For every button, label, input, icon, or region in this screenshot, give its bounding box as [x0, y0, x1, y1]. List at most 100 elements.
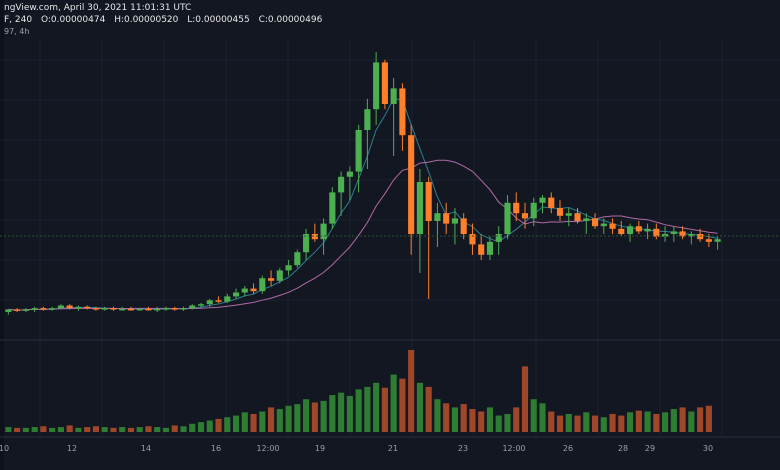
x-tick-label: 12:00 [502, 444, 525, 453]
volume-bar [294, 404, 301, 432]
candle-body [49, 308, 56, 310]
candle-body [215, 300, 222, 302]
ma-slow-line [8, 159, 718, 311]
volume-bar [478, 411, 485, 432]
volume-bar [635, 410, 642, 432]
volume-bar [355, 389, 362, 432]
volume-bar [329, 395, 336, 432]
candle-body [224, 296, 231, 302]
volume-bar [679, 407, 686, 432]
candle-body [206, 300, 213, 305]
volume-bar [688, 411, 695, 432]
candle-body [171, 308, 178, 310]
candle-body [583, 218, 590, 221]
x-axis-ticks: 10 12 14 16 12:00 19 21 23 12:00 26 28 29 30 [0, 444, 713, 453]
candle-body [408, 135, 415, 234]
candle-body [346, 171, 353, 177]
volume-bar [171, 425, 178, 432]
candlesticks [5, 52, 721, 315]
candle-body [92, 308, 100, 310]
volume-bar [486, 407, 494, 432]
candle-body [110, 308, 117, 310]
volume-bar [119, 427, 126, 432]
volume-bar [162, 427, 170, 432]
volume-bar [259, 411, 266, 432]
x-tick-label: 16 [211, 444, 221, 453]
volume-bar [57, 427, 64, 432]
volume-bar [583, 412, 590, 432]
volume-bar [320, 400, 327, 432]
volume-bar [101, 427, 108, 432]
close-value: C:0.00000496 [258, 15, 323, 25]
candle-body [399, 88, 406, 136]
candle-body [530, 202, 537, 219]
candle-body [373, 62, 380, 110]
candle-body [591, 218, 599, 227]
candle-body [22, 309, 29, 311]
indicator-line: 97, 4h [4, 27, 30, 36]
volume-bar [451, 407, 459, 432]
candle-body [267, 278, 275, 281]
candle-body [329, 192, 336, 224]
candle-body [618, 228, 625, 234]
candle-body [5, 309, 12, 312]
volume-bar [399, 378, 406, 432]
x-tick-label: 26 [563, 444, 573, 453]
volume-bar [556, 415, 564, 432]
candle-body [311, 234, 318, 240]
volume-bar [338, 392, 345, 432]
candle-body [556, 208, 564, 216]
volume-bar [31, 427, 38, 432]
candle-body [381, 62, 388, 104]
volume-bar [513, 407, 520, 432]
volume-bar [154, 427, 161, 432]
candle-body [320, 223, 327, 240]
volume-bar [565, 413, 572, 432]
source-line: ngView.com, April 30, 2021 11:01:31 UTC [4, 3, 192, 13]
high-value: H:0.00000520 [114, 15, 179, 25]
candle-body [548, 197, 555, 208]
volume-bar [346, 395, 353, 432]
candle-body [434, 213, 441, 221]
volume-bar [434, 399, 441, 432]
ma-fast-line [8, 98, 718, 311]
candle-body [162, 308, 170, 310]
candle-body [662, 234, 669, 237]
symbol-timeframe: F, 240 [4, 15, 33, 25]
candle-body [101, 308, 108, 310]
candle-body [241, 288, 248, 293]
volume-bar [145, 426, 152, 432]
volume-bar [662, 412, 669, 432]
volume-bar [206, 420, 213, 432]
candle-body [119, 308, 126, 311]
volume-bar [495, 415, 502, 432]
candle-body [355, 130, 362, 172]
volume-bar [276, 409, 283, 432]
volume-bar [609, 413, 616, 432]
x-tick-label: 28 [618, 444, 628, 453]
volume-bar [670, 409, 677, 432]
low-value: L:0.00000455 [187, 15, 250, 25]
x-tick-label: 10 [0, 444, 9, 453]
volume-bar [40, 426, 47, 432]
volume-bar [530, 399, 537, 432]
volume-bar [626, 412, 634, 432]
candle-body [259, 278, 266, 292]
open-value: O:0.00000474 [40, 15, 106, 25]
candle-body [626, 226, 634, 234]
candle-body [714, 239, 721, 242]
candle-body [644, 228, 651, 232]
left-edge-strip [0, 0, 4, 470]
volume-bar [460, 404, 467, 432]
volume-bar [390, 374, 397, 432]
chart-header: ngView.com, April 30, 2021 11:01:31 UTC … [0, 0, 780, 40]
volume-bar [49, 427, 56, 432]
x-tick-label: 29 [645, 444, 655, 453]
candle-body [40, 308, 47, 310]
candle-body [469, 234, 476, 245]
volume-bars [5, 350, 712, 432]
x-tick-label: 19 [315, 444, 325, 453]
candle-body [539, 197, 546, 203]
candle-body [232, 292, 240, 297]
